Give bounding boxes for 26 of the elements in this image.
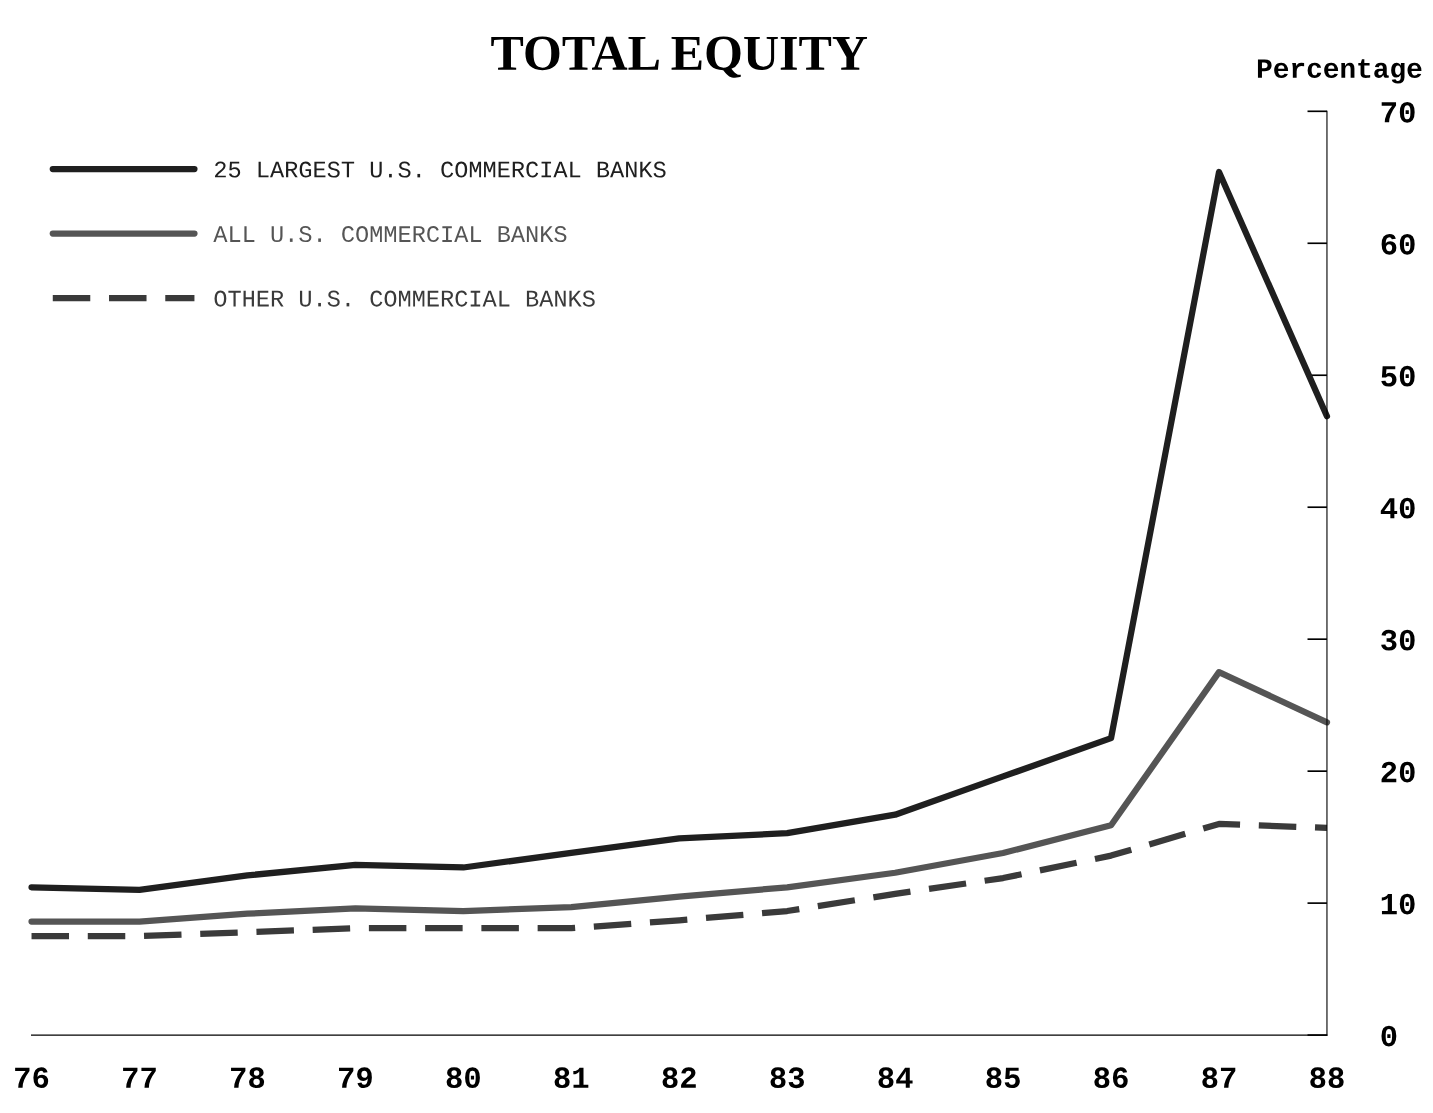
x-tick-label: 82 xyxy=(662,1067,696,1089)
x-tick-label: 88 xyxy=(1310,1067,1344,1089)
text: ALL U.S. COMMERCIAL BANKS xyxy=(213,226,567,243)
x-tick-label: 81 xyxy=(554,1067,589,1089)
text: OTHER U.S. COMMERCIAL BANKS xyxy=(214,290,595,307)
x-tick-label: 84 xyxy=(878,1067,913,1089)
y-tick-label: 60 xyxy=(1381,233,1415,255)
y-tick-label: 20 xyxy=(1381,761,1415,783)
x-tick-label: 76 xyxy=(15,1067,49,1089)
x-tick-label: 77 xyxy=(123,1067,156,1088)
y-tick-label: 0 xyxy=(1381,1025,1397,1047)
y-tick-label: 40 xyxy=(1380,497,1415,519)
y-tick-label: 70 xyxy=(1381,101,1415,123)
chart-title: TOTAL EQUITY xyxy=(491,36,868,78)
y-tick-label: 50 xyxy=(1381,365,1415,387)
x-tick-label: 78 xyxy=(231,1067,265,1089)
x-tick-label: 86 xyxy=(1094,1067,1128,1089)
y-axis-title: Percentage xyxy=(1257,59,1422,84)
text: 25 LARGEST U.S. COMMERCIAL BANKS xyxy=(214,161,666,178)
x-tick-label: 80 xyxy=(446,1067,480,1089)
x-tick-label: 79 xyxy=(339,1067,372,1089)
y-tick-label: 10 xyxy=(1381,893,1415,915)
x-tick-label: 87 xyxy=(1202,1067,1236,1089)
y-tick-label: 30 xyxy=(1381,629,1415,651)
x-tick-label: 85 xyxy=(986,1067,1020,1089)
x-tick-label: 83 xyxy=(770,1067,804,1089)
